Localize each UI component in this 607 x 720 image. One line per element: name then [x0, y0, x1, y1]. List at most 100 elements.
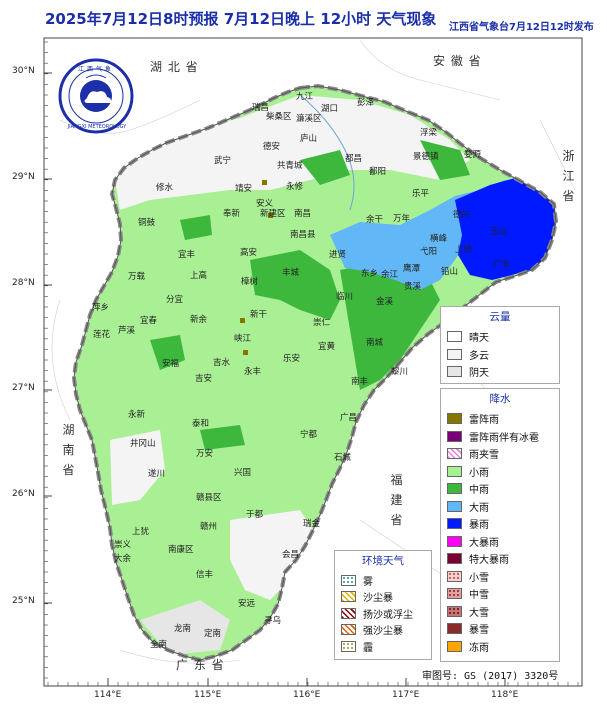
legend-environment: 环境天气 雾沙尘暴 扬沙或浮尘 强沙尘暴霾	[334, 550, 432, 660]
legend-env-title: 环境天气	[362, 555, 404, 567]
city-label: 南昌县	[290, 230, 316, 240]
publisher-note: 江西省气象台7月12日12时发布	[449, 22, 594, 33]
region-hunan: 湖南省	[62, 423, 76, 477]
legend-item: 扬沙或浮尘	[335, 605, 431, 622]
region-guangdong: 广 东 省	[176, 658, 225, 672]
legend-swatch	[447, 366, 462, 378]
legend-item: 大暴雨	[441, 533, 559, 551]
region-zhejiang: 浙江省	[562, 149, 576, 203]
legend-item: 晴天	[441, 328, 559, 346]
legend-label: 大雪	[469, 607, 489, 619]
city-label: 永丰	[244, 367, 262, 377]
city-label: 瑞金	[303, 519, 321, 529]
legend-item: 阴天	[441, 363, 559, 381]
review-number: 审图号: GS (2017) 3320号	[422, 671, 559, 682]
city-label: 庐山	[300, 134, 318, 144]
legend-item: 强沙尘暴	[335, 622, 431, 639]
city-label: 上饶	[455, 245, 473, 255]
city-label: 浮梁	[420, 128, 438, 138]
legend-cloud: 云量 晴天 多云 阴天	[440, 306, 560, 384]
city-label: 宜丰	[178, 250, 196, 260]
city-label: 广丰	[493, 260, 511, 270]
legend-item: 多云	[441, 346, 559, 364]
city-label: 全南	[150, 640, 168, 650]
legend-item: 雷阵雨伴有冰雹	[441, 428, 559, 446]
legend-label: 小雨	[469, 467, 489, 479]
city-label: 安义	[256, 199, 274, 209]
city-label: 南昌	[294, 209, 312, 219]
legend-swatch	[447, 640, 462, 652]
legend-item: 暴雪	[441, 620, 559, 638]
legend-item: 小雪	[441, 568, 559, 586]
region-anhui: 安 徽 省	[433, 54, 482, 68]
legend-item: 霾	[335, 638, 431, 655]
city-label: 万载	[128, 272, 146, 282]
city-label: 永新	[128, 410, 146, 420]
city-label: 鹰潭	[403, 264, 421, 274]
city-label: 峡江	[234, 334, 252, 344]
city-label: 吉水	[213, 358, 231, 368]
legend-label: 暴雪	[469, 625, 489, 637]
city-label: 石城	[334, 453, 352, 463]
jiangxi-meteorology-logo	[58, 58, 134, 134]
legend-swatch	[447, 570, 462, 582]
city-label: 信丰	[196, 570, 214, 580]
city-label: 横峰	[430, 234, 448, 244]
legend-label: 霾	[363, 642, 373, 654]
legend-label: 大雨	[469, 502, 489, 514]
lat-label: 29°N	[12, 172, 35, 182]
legend-label: 小雪	[469, 572, 489, 584]
city-label: 南康区	[168, 545, 194, 555]
city-label: 高安	[240, 248, 258, 258]
legend-label: 扬沙或浮尘	[363, 609, 413, 621]
city-label: 广昌	[340, 413, 358, 423]
legend-swatch	[341, 591, 356, 603]
city-label: 莲花	[93, 330, 111, 340]
lon-label: 118°E	[491, 690, 519, 700]
lat-label: 30°N	[12, 66, 35, 76]
city-label: 彭泽	[357, 98, 375, 108]
legend-item: 大雪	[441, 603, 559, 621]
legend-item: 冻雨	[441, 638, 559, 656]
legend-item: 特大暴雨	[441, 550, 559, 568]
city-label: 东乡	[361, 269, 379, 279]
city-label: 泰和	[192, 419, 210, 429]
city-label: 大余	[114, 554, 132, 564]
lon-label: 116°E	[293, 690, 321, 700]
city-label: 铜鼓	[138, 218, 156, 228]
lat-label: 26°N	[12, 489, 35, 499]
city-label: 萍乡	[92, 303, 110, 313]
city-label: 南丰	[351, 377, 369, 387]
city-label: 丰城	[282, 268, 300, 278]
city-label: 进贤	[329, 250, 347, 260]
legend-swatch	[447, 331, 462, 343]
city-label: 玉山	[490, 227, 508, 237]
city-label: 德兴	[453, 210, 471, 220]
city-label: 赣州	[200, 522, 218, 532]
city-label: 兴国	[234, 468, 252, 478]
city-label: 井冈山	[130, 439, 156, 449]
legend-swatch	[447, 413, 462, 425]
legend-swatch	[447, 448, 462, 460]
legend-label: 中雨	[469, 485, 489, 497]
city-label: 寻乌	[264, 616, 282, 626]
city-label: 上犹	[132, 527, 150, 537]
legend-swatch	[341, 607, 356, 619]
legend-swatch	[341, 624, 356, 636]
city-label: 会昌	[282, 550, 300, 560]
city-label: 修水	[156, 183, 174, 193]
lat-label: 27°N	[12, 383, 35, 393]
city-label: 定南	[204, 629, 222, 639]
legend-swatch	[447, 588, 462, 600]
city-label: 芦溪	[118, 326, 136, 336]
legend-item: 雷阵雨	[441, 410, 559, 428]
legend-label: 雨夹雪	[469, 450, 499, 462]
legend-swatch	[447, 605, 462, 617]
city-label: 贵溪	[404, 282, 422, 292]
legend-label: 多云	[469, 350, 489, 362]
city-label: 湖口	[321, 104, 339, 114]
city-label: 余干	[366, 215, 384, 225]
city-label: 都昌	[345, 154, 363, 164]
city-label: 弋阳	[420, 247, 438, 257]
city-label: 柴桑区	[266, 112, 292, 122]
